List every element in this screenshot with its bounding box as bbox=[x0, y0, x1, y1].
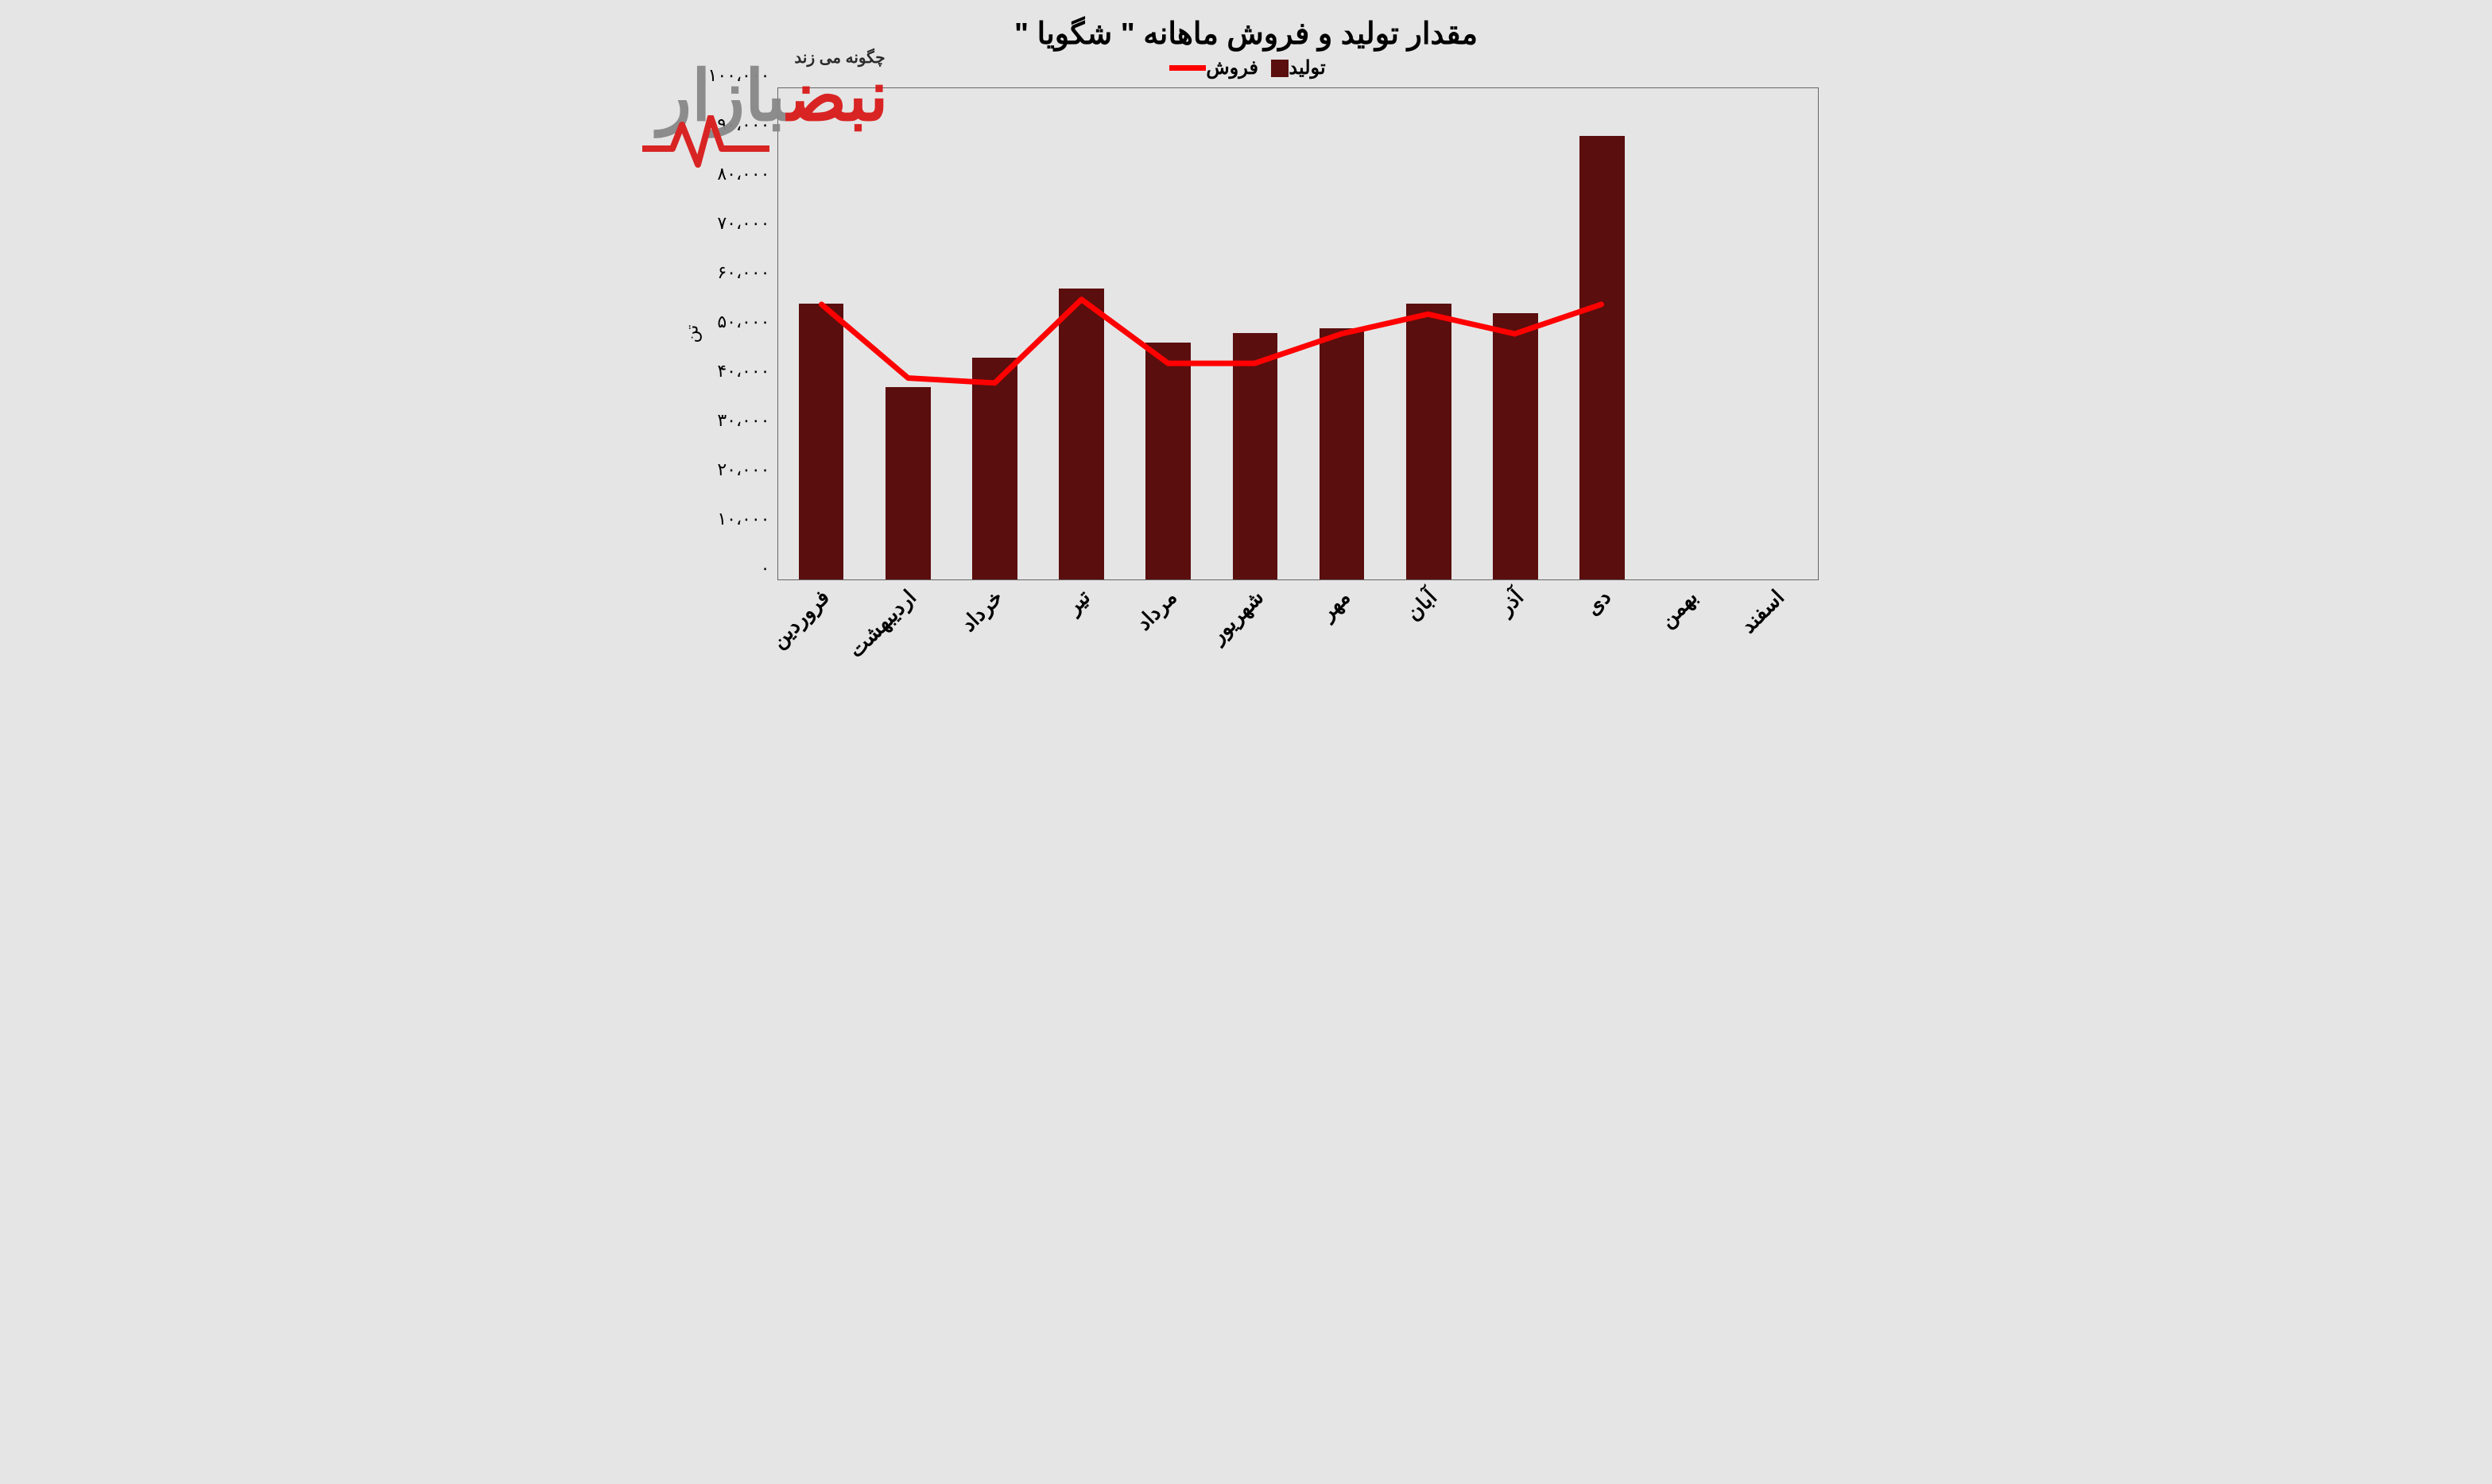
y-tick-label: ۷۰،۰۰۰ bbox=[717, 213, 769, 234]
y-tick-label: ۱۰،۰۰۰ bbox=[717, 509, 769, 529]
x-tick-label: فروردین bbox=[766, 585, 835, 653]
line-layer bbox=[778, 88, 1818, 579]
y-tick-label: ۹۰،۰۰۰ bbox=[717, 114, 769, 135]
legend-item-bar: تولید bbox=[1268, 56, 1325, 79]
y-tick-label: ۴۰،۰۰۰ bbox=[717, 361, 769, 382]
y-axis-title: تن bbox=[681, 325, 702, 343]
y-tick-label: ۱۰۰،۰۰۰ bbox=[708, 65, 770, 86]
x-tick-label: مرداد bbox=[1131, 585, 1181, 635]
y-tick-label: ۸۰،۰۰۰ bbox=[717, 164, 769, 184]
plot-area: تن ۰۱۰،۰۰۰۲۰،۰۰۰۳۰،۰۰۰۴۰،۰۰۰۵۰،۰۰۰۶۰،۰۰۰… bbox=[777, 87, 1819, 580]
x-tick-label: اردیبهشت bbox=[843, 585, 921, 663]
y-tick-label: ۳۰،۰۰۰ bbox=[717, 410, 769, 431]
chart-container: مقدار تولید و فروش ماهانه " شگویا " تولی… bbox=[650, 16, 1843, 707]
x-tick-label: دی bbox=[1580, 585, 1616, 621]
legend-bar-swatch bbox=[1271, 60, 1289, 77]
legend-line-label: فروش bbox=[1206, 56, 1258, 79]
x-tick-label: آذر bbox=[1494, 585, 1529, 620]
x-tick-label: خرداد bbox=[956, 585, 1008, 637]
x-axis-labels: فروردیناردیبهشتخردادتیرمردادشهریورمهرآبا… bbox=[777, 580, 1819, 676]
legend-bar-label: تولید bbox=[1289, 56, 1325, 79]
x-tick-label: مهر bbox=[1316, 585, 1355, 625]
y-tick-label: ۵۰،۰۰۰ bbox=[717, 312, 769, 332]
legend-item-line: فروش bbox=[1166, 56, 1258, 79]
x-tick-label: بهمن bbox=[1655, 585, 1703, 633]
legend-line-swatch bbox=[1169, 65, 1206, 71]
y-tick-label: ۲۰،۰۰۰ bbox=[717, 459, 769, 480]
x-tick-label: اسفند bbox=[1736, 585, 1789, 638]
y-tick-label: ۶۰،۰۰۰ bbox=[717, 262, 769, 283]
legend: تولید فروش bbox=[650, 56, 1843, 79]
line-series bbox=[821, 300, 1601, 383]
x-tick-label: تیر bbox=[1061, 585, 1095, 619]
y-axis: تن ۰ ۱۰،۰۰۰ ۲۰،۰۰۰ ۳۰،۰۰۰ ۴۰،۰۰۰ ۵۰،۰۰۰ ۶۰،۰۰۰… bbox=[651, 88, 778, 579]
chart-title: مقدار تولید و فروش ماهانه " شگویا " bbox=[650, 16, 1843, 52]
x-tick-label: شهریور bbox=[1205, 585, 1268, 648]
y-tick-label: ۰ bbox=[761, 558, 770, 579]
x-tick-label: آبان bbox=[1401, 585, 1442, 626]
